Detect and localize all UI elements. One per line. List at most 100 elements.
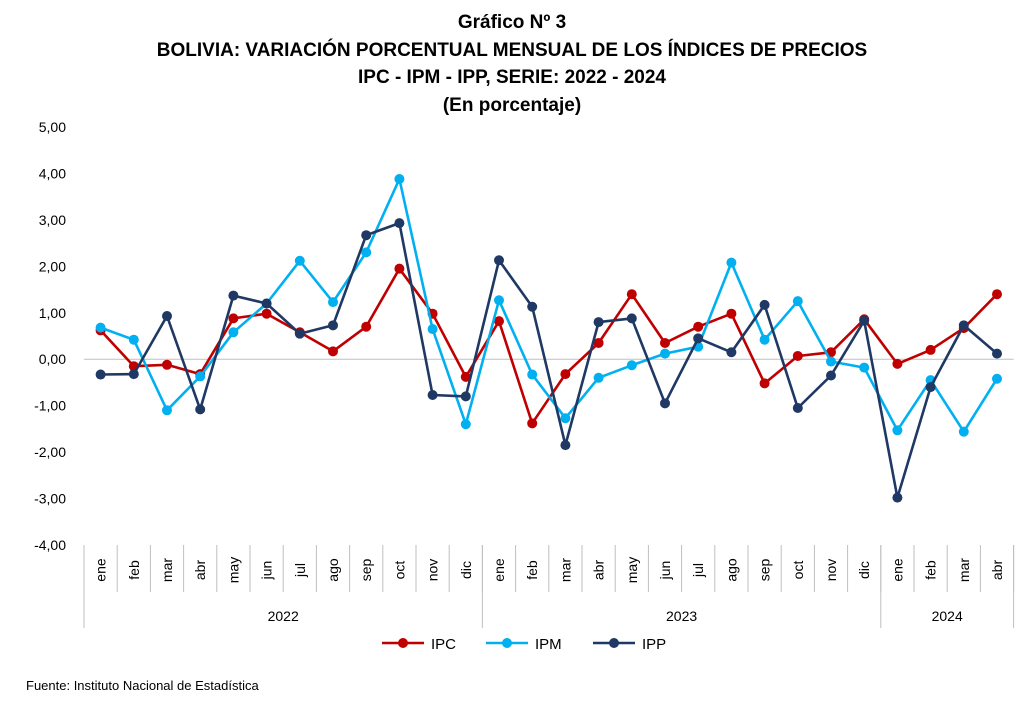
x-tick-label: may: [624, 557, 640, 583]
y-tick-label: 3,00: [39, 212, 66, 228]
point-ipm: [626, 360, 637, 371]
point-ipp: [328, 320, 338, 331]
y-tick-label: 2,00: [39, 258, 66, 274]
point-ipp: [460, 391, 471, 402]
point-ipm: [95, 322, 106, 333]
point-ipm: [228, 327, 239, 338]
x-tick-label: abr: [192, 560, 208, 581]
point-ipm: [593, 372, 604, 383]
point-ipm: [992, 373, 1002, 384]
point-ipm: [328, 297, 338, 308]
x-tick-label: mar: [956, 558, 972, 582]
x-tick-label: mar: [159, 558, 175, 582]
legend-label: IPP: [642, 636, 666, 653]
point-ipc: [626, 289, 637, 300]
x-tick-label: oct: [790, 561, 806, 580]
point-ipm: [826, 356, 836, 367]
chart-title: BOLIVIA: VARIACIÓN PORCENTUAL MENSUAL DE…: [156, 40, 868, 61]
point-ipp: [394, 218, 405, 229]
point-ipc: [593, 337, 604, 348]
x-tick-label: abr: [591, 560, 607, 581]
point-ipc: [726, 308, 737, 319]
point-ipm: [560, 413, 571, 424]
point-ipp: [261, 298, 272, 309]
point-ipp: [128, 369, 139, 380]
x-tick-label: jul: [292, 563, 308, 578]
legend-marker: [398, 638, 408, 648]
point-ipp: [693, 333, 704, 344]
point-ipm: [494, 295, 504, 306]
x-tick-label: ago: [723, 558, 739, 582]
point-ipp: [560, 440, 571, 451]
point-ipp: [427, 389, 438, 400]
point-ipp: [892, 492, 903, 503]
x-tick-label: ago: [325, 558, 341, 582]
series-line-ipp: [100, 221, 998, 499]
point-ipc: [162, 359, 172, 370]
y-tick-label: -3,00: [34, 491, 66, 507]
x-tick-label: oct: [391, 561, 407, 580]
point-ipp: [361, 230, 372, 241]
chart-subtitle: IPC - IPM - IPP, SERIE: 2022 - 2024: [358, 67, 666, 88]
point-ipm: [460, 419, 471, 430]
point-ipm: [394, 174, 405, 185]
y-tick-label: -4,00: [34, 537, 66, 553]
point-ipp: [992, 348, 1002, 359]
x-tick-label: jun: [259, 561, 275, 581]
x-tick-label: jul: [690, 563, 706, 578]
year-label: 2024: [932, 608, 963, 624]
x-tick-label: feb: [126, 560, 142, 580]
point-ipc: [693, 321, 704, 332]
x-tick-label: abr: [989, 560, 1005, 581]
point-ipp: [494, 255, 504, 266]
point-ipc: [261, 308, 272, 319]
x-tick-label: mar: [557, 558, 573, 582]
point-ipm: [726, 257, 737, 268]
point-ipp: [826, 370, 836, 381]
x-tick-label: jun: [657, 561, 673, 581]
y-tick-label: 0,00: [39, 351, 66, 367]
legend-marker: [609, 638, 619, 648]
point-ipc: [228, 313, 239, 324]
point-ipp: [859, 315, 870, 326]
point-ipm: [792, 296, 803, 307]
point-ipm: [361, 247, 372, 258]
legend-marker: [502, 638, 512, 648]
point-ipp: [294, 328, 305, 339]
y-tick-label: -2,00: [34, 444, 66, 460]
point-ipc: [892, 358, 903, 369]
chart-title-number: Gráfico Nº 3: [457, 12, 567, 33]
x-tick-label: dic: [856, 561, 872, 579]
series-line-ipm: [100, 177, 999, 434]
x-tick-label: sep: [757, 559, 773, 582]
point-ipc: [328, 346, 338, 357]
point-ipc: [560, 369, 571, 380]
point-ipp: [726, 347, 737, 358]
point-ipc: [527, 418, 538, 429]
point-ipp: [162, 311, 172, 322]
point-ipc: [361, 321, 372, 332]
point-ipm: [427, 324, 438, 335]
x-tick-label: feb: [524, 560, 540, 580]
y-tick-label: 5,00: [39, 119, 66, 135]
point-ipm: [294, 255, 305, 266]
source-note: Fuente: Instituto Nacional de Estadístic…: [26, 678, 259, 693]
point-ipc: [394, 263, 405, 274]
legend-label: IPC: [431, 636, 456, 653]
x-tick-label: nov: [425, 559, 441, 582]
point-ipm: [195, 371, 206, 382]
point-ipm: [892, 425, 903, 436]
year-label: 2023: [666, 608, 697, 624]
point-ipm: [162, 405, 172, 416]
x-tick-label: dic: [458, 561, 474, 579]
point-ipp: [195, 404, 206, 415]
point-ipc: [992, 289, 1002, 300]
x-tick-label: ene: [491, 558, 507, 582]
point-ipp: [95, 369, 106, 380]
point-ipc: [792, 350, 803, 361]
point-ipc: [494, 316, 504, 327]
point-ipc: [460, 371, 471, 382]
x-tick-label: feb: [923, 560, 939, 580]
x-tick-label: nov: [823, 559, 839, 582]
